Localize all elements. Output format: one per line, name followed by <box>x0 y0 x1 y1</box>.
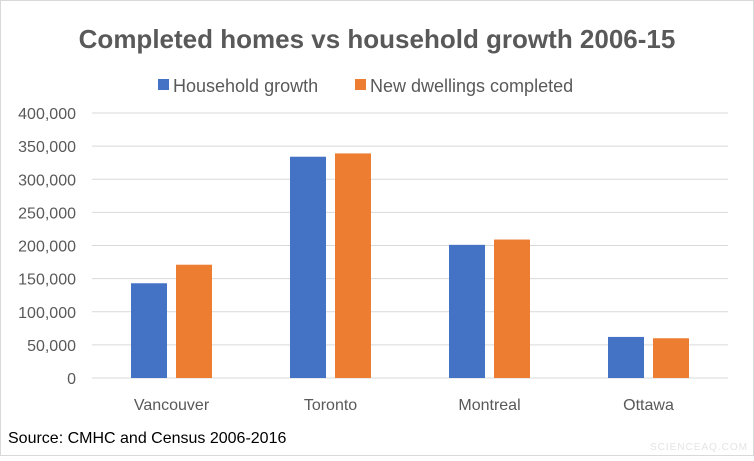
bar-new-dwellings-completed <box>653 338 689 378</box>
y-tick-label: 400,000 <box>18 106 76 123</box>
legend-label: Household growth <box>173 76 318 96</box>
x-tick-label: Montreal <box>458 397 520 414</box>
y-tick-label: 0 <box>67 371 76 388</box>
x-tick-label: Toronto <box>304 397 357 414</box>
legend-swatch <box>355 79 366 90</box>
legend-label: New dwellings completed <box>370 76 573 96</box>
y-tick-label: 350,000 <box>18 139 76 156</box>
y-tick-label: 200,000 <box>18 239 76 256</box>
bar-household-growth <box>290 156 326 378</box>
y-tick-label: 300,000 <box>18 172 76 189</box>
bars <box>131 153 689 378</box>
y-tick-label: 100,000 <box>18 305 76 322</box>
bar-new-dwellings-completed <box>494 239 530 378</box>
y-axis-ticks: 0 50,000 100,000 150,000 200,000 250,000 300,0… <box>18 106 76 388</box>
legend: Household growth New dwellings completed <box>158 76 573 96</box>
y-tick-label: 50,000 <box>27 338 76 355</box>
x-tick-label: Vancouver <box>134 397 210 414</box>
bar-household-growth <box>608 336 644 378</box>
bar-new-dwellings-completed <box>335 153 371 378</box>
x-tick-label: Ottawa <box>623 397 674 414</box>
y-tick-label: 250,000 <box>18 205 76 222</box>
y-tick-label: 150,000 <box>18 272 76 289</box>
source-note: Source: CMHC and Census 2006-2016 <box>8 430 286 447</box>
chart-title: Completed homes vs household growth 2006… <box>79 24 676 54</box>
bar-household-growth <box>449 244 485 378</box>
bar-household-growth <box>131 283 167 378</box>
x-axis-ticks: Vancouver Toronto Montreal Ottawa <box>134 397 674 414</box>
watermark: SCIENCEAQ.COM <box>650 442 748 453</box>
bar-new-dwellings-completed <box>176 264 212 378</box>
legend-swatch <box>158 79 169 90</box>
